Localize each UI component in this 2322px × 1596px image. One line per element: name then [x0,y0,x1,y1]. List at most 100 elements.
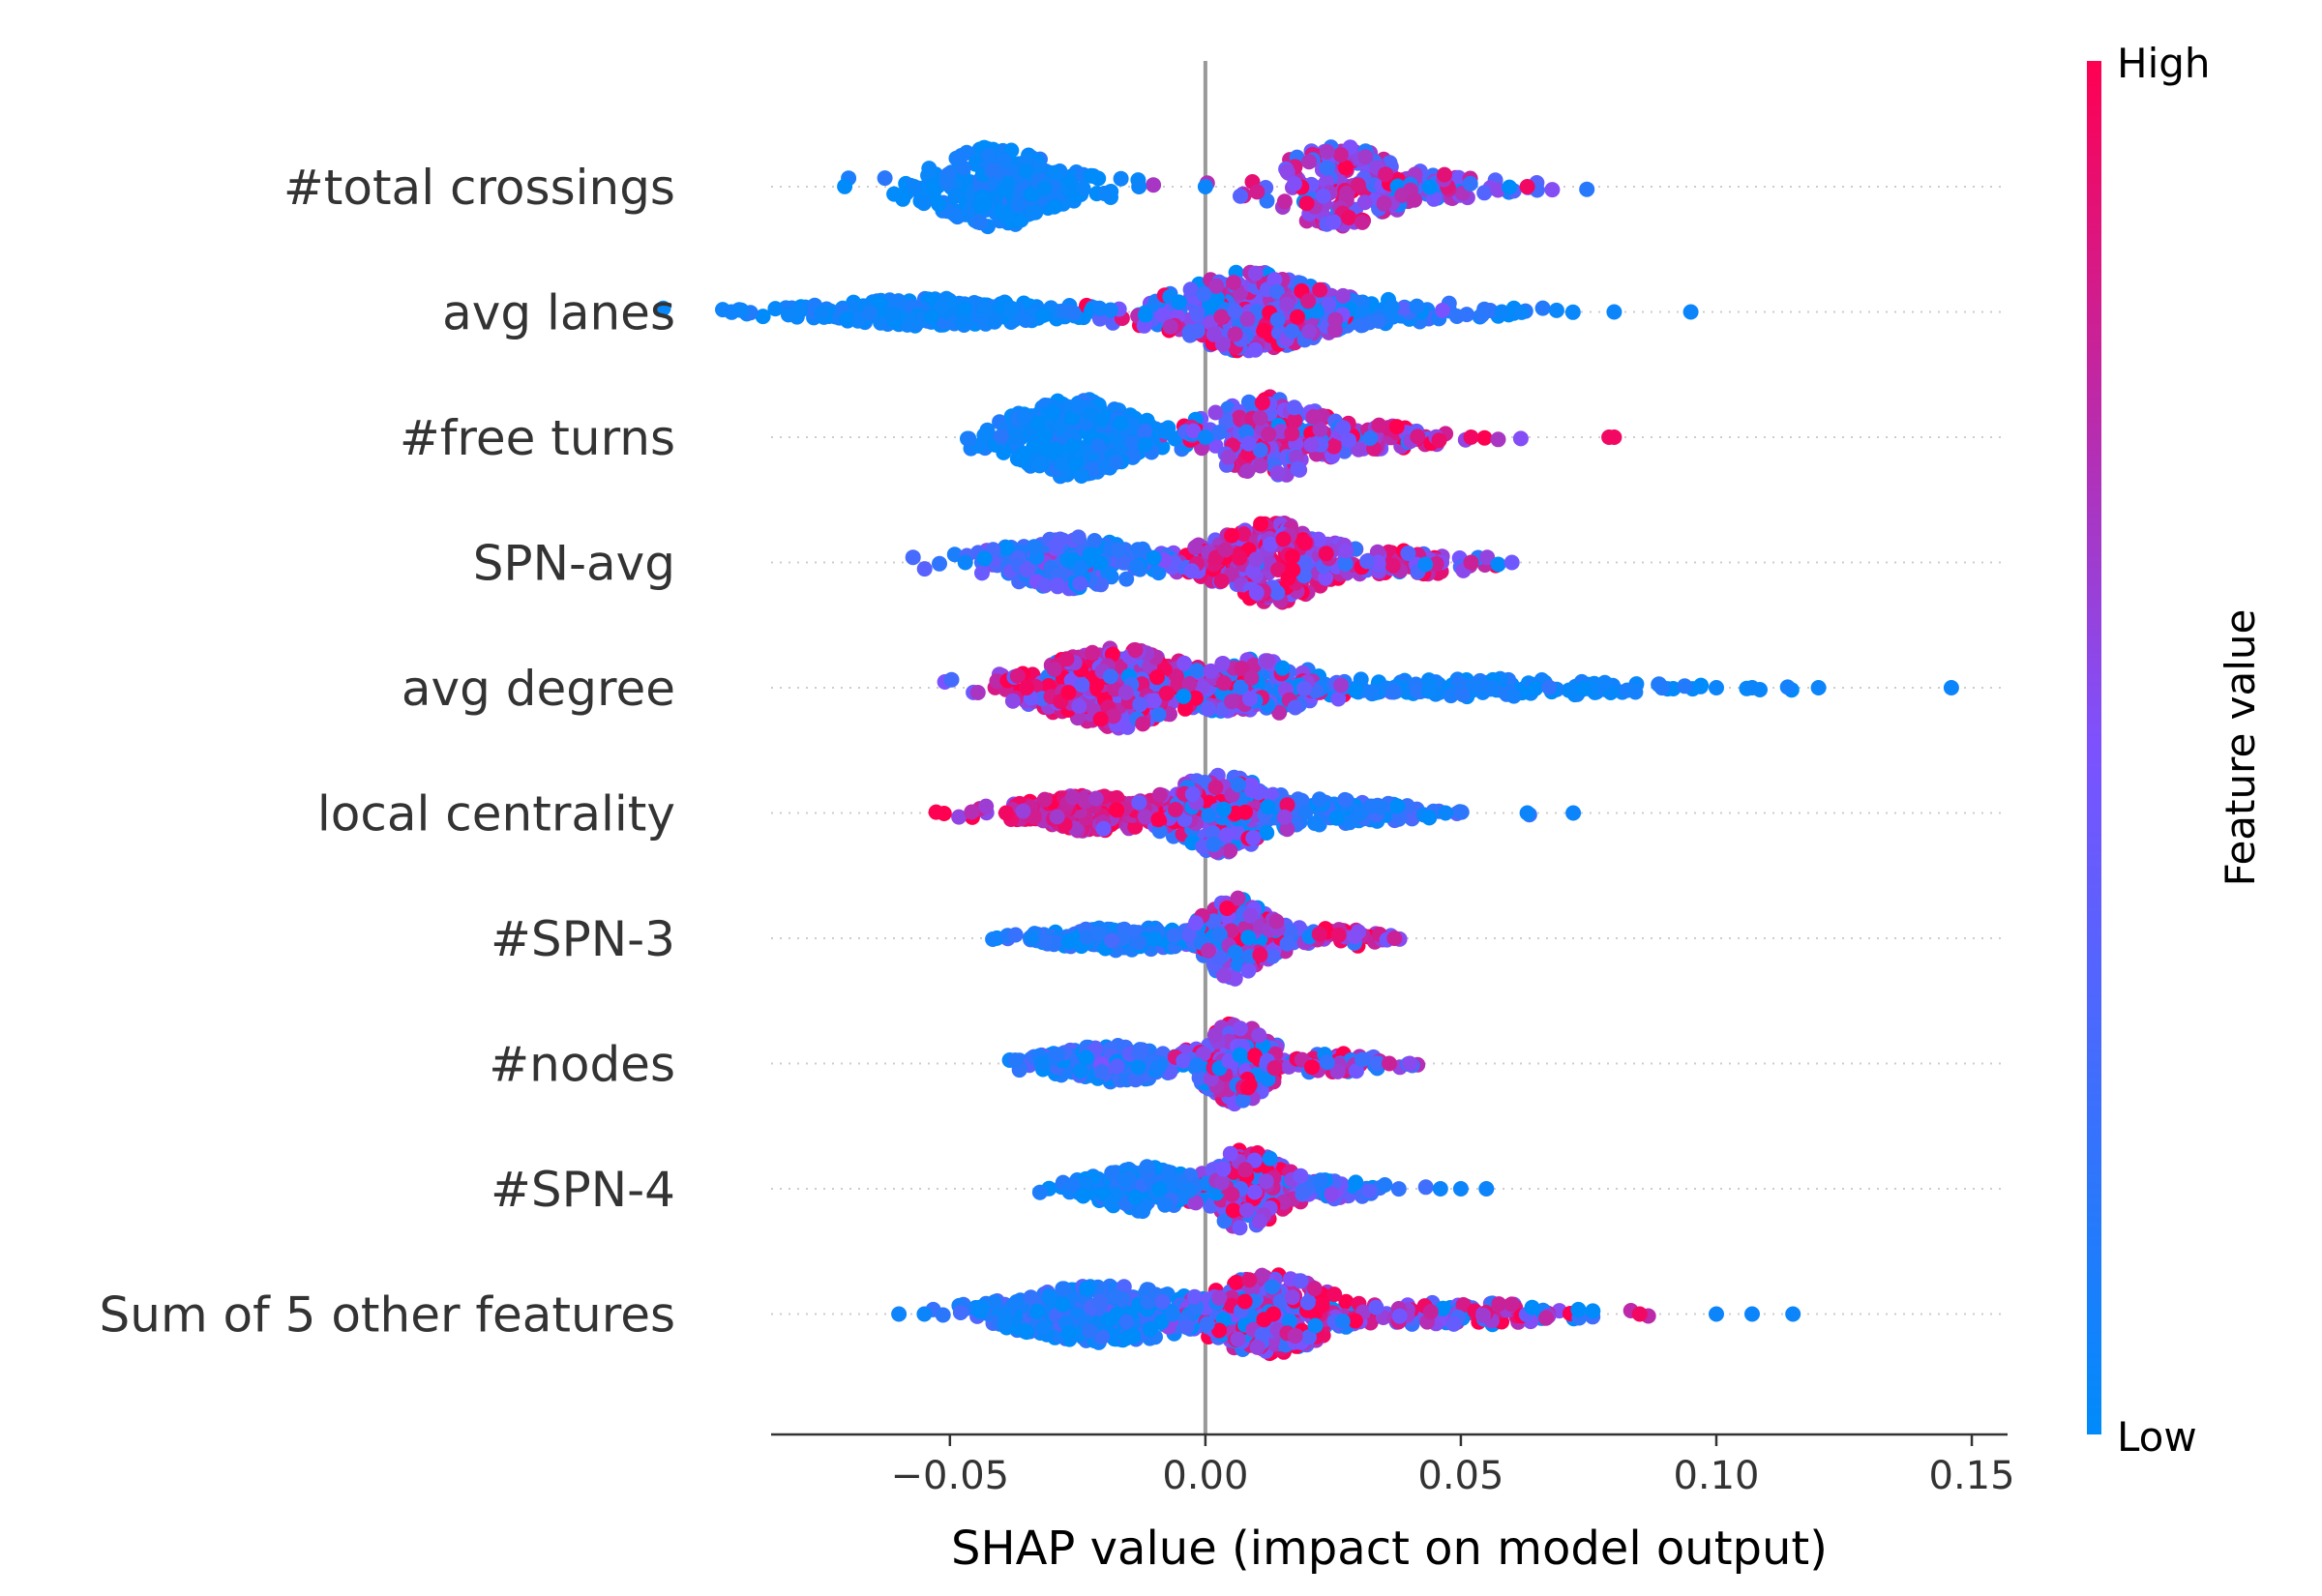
dot-4-618 [1505,688,1522,704]
dot-7-405 [1109,1058,1125,1075]
outlier-dot-2-2 [1463,429,1479,445]
dot-5-576 [1311,791,1327,808]
dot-1-544 [1182,281,1199,298]
outlier-dot-2-0 [1197,429,1213,445]
outlier-dot-5-3 [1565,805,1582,821]
outlier-dot-7-0 [1033,1055,1050,1072]
dot-1-623 [733,302,750,318]
dot-2-495 [1054,456,1070,472]
dot-0-512 [1036,180,1053,196]
dot-4-527 [1150,706,1167,723]
dot-1-453 [1474,307,1490,323]
dot-0-357 [1450,169,1467,186]
dot-0-556 [1502,179,1518,195]
dot-4-636 [1060,685,1077,700]
dot-2-511 [1054,417,1070,433]
dot-3-559 [1275,531,1292,547]
dot-4-593 [1348,683,1364,699]
dot-3-518 [1092,555,1109,571]
dot-3-516 [1296,535,1313,551]
dot-2-557 [1303,436,1320,453]
outlier-dot-4-4 [1943,680,1959,695]
dot-7-422 [1093,1064,1110,1080]
dot-6-434 [1061,932,1077,949]
dot-0-309 [1544,182,1561,198]
outlier-dot-3-1 [1503,554,1520,571]
dot-8-431 [1348,1174,1364,1191]
dot-5-540 [1207,780,1224,795]
dot-3-513 [1130,542,1146,558]
dot-0-546 [972,197,989,214]
dot-4-656 [1004,693,1021,709]
dot-0-466 [837,178,853,194]
dot-5-574 [1297,805,1314,820]
dot-3-501 [1253,516,1269,532]
dot-1-586 [1137,307,1153,323]
dot-3-434 [1224,527,1240,544]
dot-2-498 [1238,424,1255,440]
dot-0-514 [1146,177,1162,193]
dot-1-515 [977,301,994,317]
dot-1-446 [1435,302,1450,318]
dot-1-627 [1409,298,1425,314]
dot-6-444 [1201,942,1216,959]
dot-4-628 [1132,696,1148,713]
outlier-dot-0-2 [1519,179,1535,194]
dot-3-552 [1280,570,1296,586]
dot-2-539 [1261,427,1277,442]
outlier-dot-5-0 [997,805,1014,821]
dot-7-382 [1233,1020,1248,1037]
dot-0-324 [1426,191,1442,207]
dot-2-535 [1039,442,1056,458]
dot-0-540 [999,175,1016,192]
dot-1-632 [1247,265,1264,281]
dot-0-462 [1249,184,1265,200]
dot-1-660 [862,305,878,321]
dot-3-410 [1318,546,1334,562]
dot-0-535 [997,209,1014,224]
dot-7-409 [1354,1051,1371,1068]
dot-0-496 [972,215,989,231]
outlier-dot-7-1 [1402,1055,1418,1072]
dot-2-569 [1410,429,1426,445]
dot-0-478 [947,188,964,204]
dot-2-558 [993,429,1009,445]
dot-0-477 [1023,187,1039,203]
dot-3-538 [1072,576,1088,592]
outlier-dot-3-0 [957,554,973,571]
dot-7-443 [1078,1049,1094,1066]
dot-5-549 [1049,809,1065,825]
dot-3-183 [932,555,947,572]
outlier-dot-5-1 [1438,805,1454,821]
dot-0-548 [1394,187,1411,203]
dot-0-476 [1356,194,1373,211]
dot-3-337 [1118,571,1135,587]
outlier-dot-4-0 [1019,680,1034,695]
dot-4-573 [1241,691,1258,707]
dot-4-624 [1274,660,1291,676]
dot-5-466 [1036,791,1053,808]
dot-4-640 [1296,680,1312,696]
dot-2-422 [1269,465,1286,481]
dot-1-570 [1155,307,1172,323]
dot-2-519 [1106,430,1122,447]
dot-3-543 [1248,584,1265,601]
dot-5-449 [928,804,944,820]
dot-3-438 [998,540,1015,556]
dot-8-417 [1127,1189,1144,1205]
dot-1-622 [1196,286,1212,302]
dot-4-601 [1260,653,1276,669]
dot-0-513 [1579,181,1595,197]
dot-8-420 [1262,1150,1278,1167]
dot-5-579 [1389,798,1406,814]
dot-3-525 [1490,556,1506,573]
outlier-dot-4-1 [1709,680,1724,695]
dot-1-649 [934,298,950,314]
feature-row-dots-0 [837,139,1595,235]
dot-3-530 [1072,560,1088,576]
feature-row-dots-4 [937,640,1959,736]
dot-5-516 [1222,842,1238,859]
dot-4-493 [943,671,960,688]
dot-2-529 [1284,426,1300,442]
dot-5-537 [1245,830,1262,846]
